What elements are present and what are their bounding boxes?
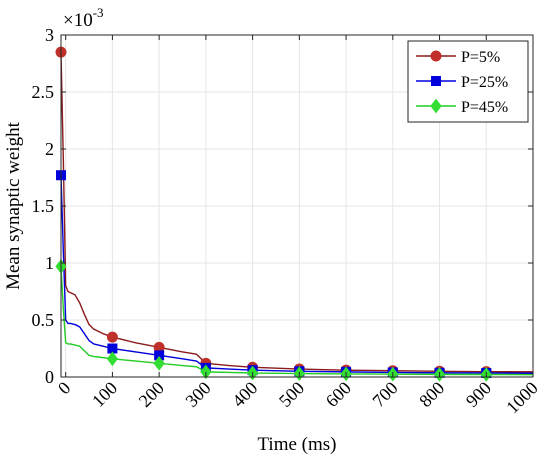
x-tick-label: 900 <box>462 378 495 411</box>
x-tick-label: 800 <box>415 378 448 411</box>
legend-label: P=25% <box>461 74 508 91</box>
legend-label: P=45% <box>461 99 508 116</box>
x-tick-label: 0 <box>54 378 75 399</box>
y-tick-label: 1 <box>45 253 54 273</box>
y-tick-label: 1.5 <box>32 196 55 216</box>
legend: P=5% P=25% P=45% <box>407 40 529 123</box>
x-tick-label: 600 <box>322 378 355 411</box>
x-tick-label: 300 <box>181 378 214 411</box>
data-point <box>106 331 118 343</box>
x-tick-label: 200 <box>135 378 168 411</box>
legend-label: P=5% <box>461 49 500 66</box>
data-point <box>106 351 119 367</box>
multiplier-exponent: -3 <box>93 5 104 20</box>
y-axis-label: Mean synaptic weight <box>3 121 24 290</box>
x-tick-label: 500 <box>275 378 308 411</box>
data-point <box>200 364 212 380</box>
y-axis-multiplier: ×10-3 <box>63 5 104 31</box>
y-tick-label: 3 <box>45 25 54 45</box>
y-tick-label: 2.5 <box>32 82 55 102</box>
x-tick-label: 700 <box>368 378 401 411</box>
y-tick-label: 0.5 <box>32 310 55 330</box>
x-tick-label: 100 <box>88 378 121 411</box>
y-tick-label: 2 <box>45 139 54 159</box>
x-axis-label: Time (ms) <box>257 434 336 455</box>
multiplier-base: ×10 <box>63 10 93 31</box>
legend-marker <box>430 50 442 62</box>
legend-marker <box>431 76 441 86</box>
ticks <box>61 34 534 378</box>
data-point <box>153 355 165 371</box>
x-tick-label: 1000 <box>502 378 542 418</box>
y-tick-label: 0 <box>45 367 54 387</box>
legend-marker <box>430 98 442 114</box>
x-tick-label: 400 <box>228 378 261 411</box>
